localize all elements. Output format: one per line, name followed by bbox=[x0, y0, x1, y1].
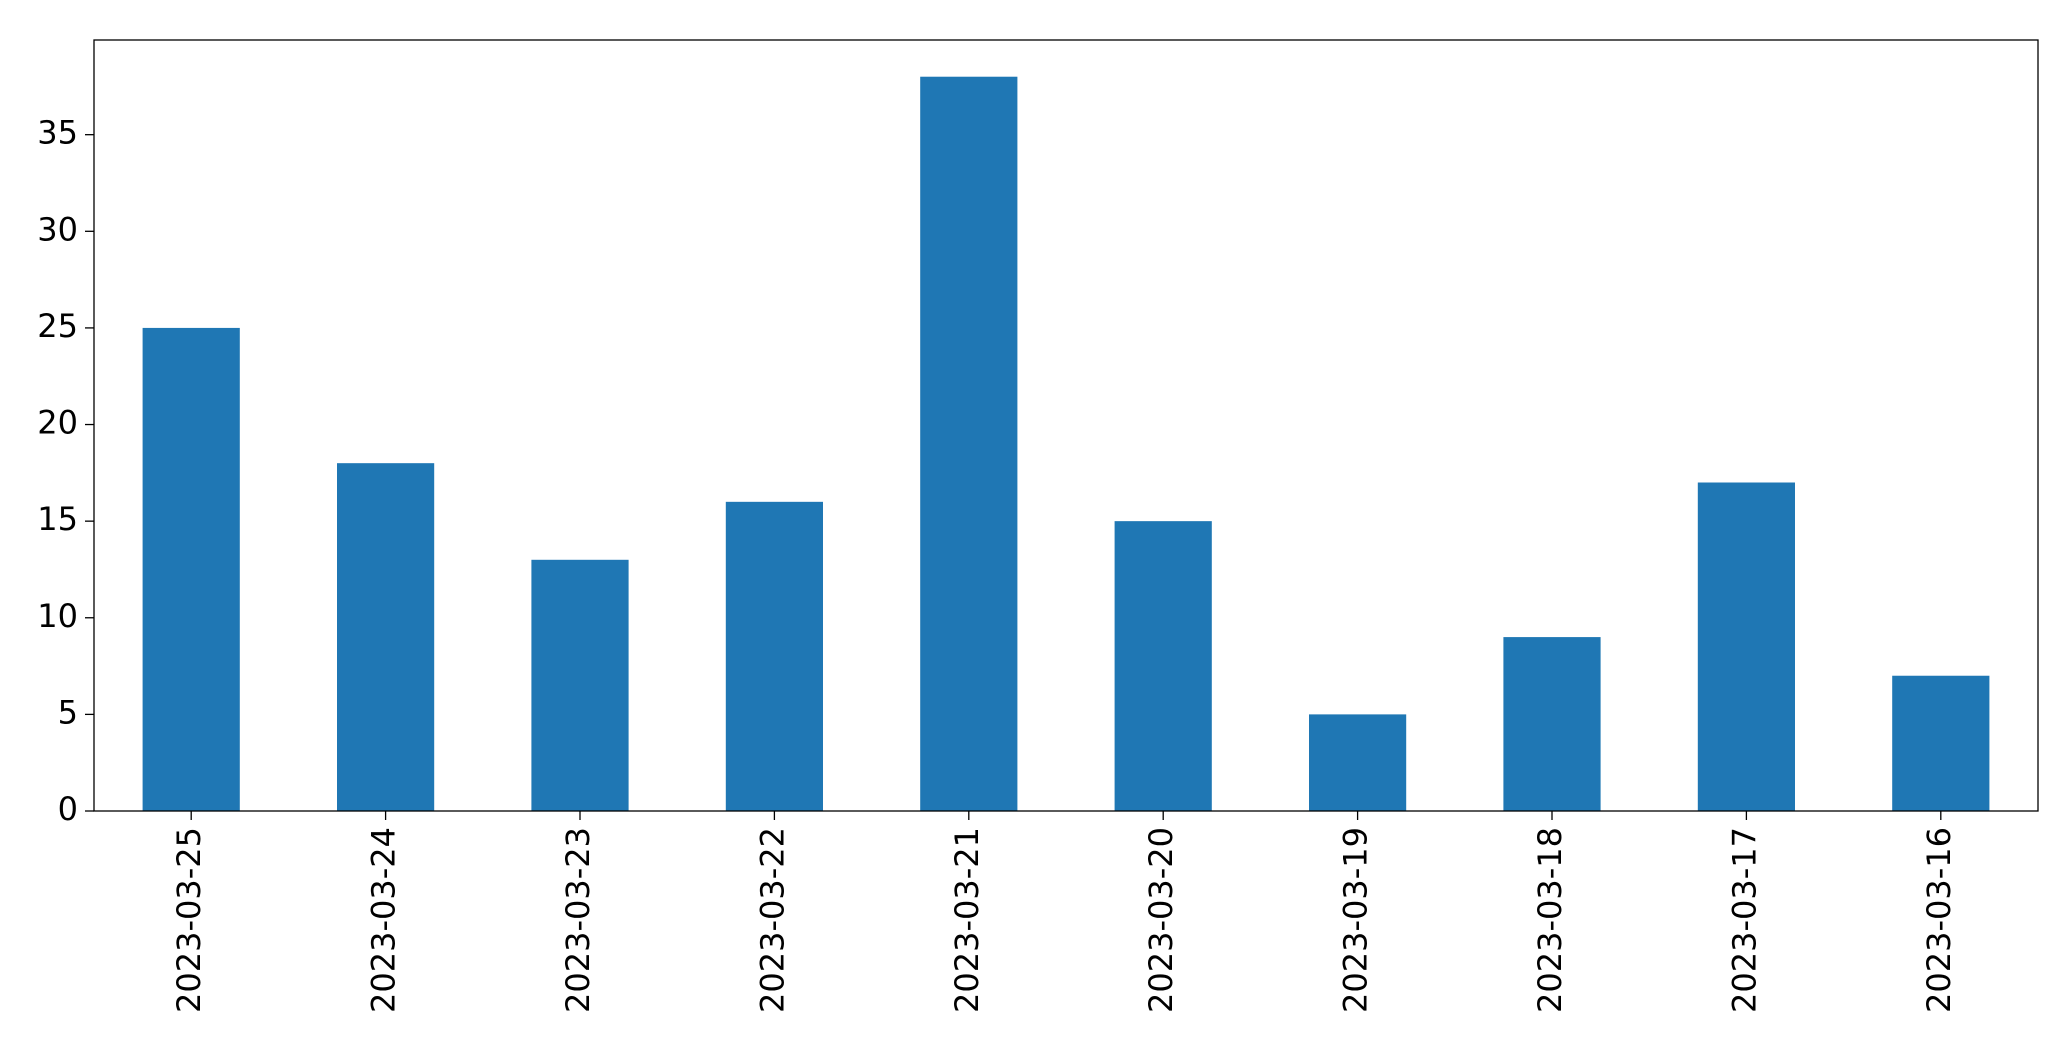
bar bbox=[1697, 482, 1795, 811]
y-tick-label: 5 bbox=[58, 693, 78, 731]
bar bbox=[1503, 637, 1601, 811]
x-tick-label: 2023-03-16 bbox=[1920, 827, 1958, 1013]
y-tick-label: 0 bbox=[58, 790, 78, 828]
bar bbox=[337, 463, 435, 811]
x-tick-label: 2023-03-21 bbox=[948, 827, 986, 1013]
bar bbox=[725, 501, 823, 811]
y-tick-label: 15 bbox=[37, 500, 78, 538]
y-tick-label: 30 bbox=[37, 210, 78, 248]
plot-frame bbox=[93, 39, 2039, 812]
x-tick-label: 2023-03-22 bbox=[753, 827, 791, 1013]
bar bbox=[1114, 521, 1212, 811]
y-tick-label: 35 bbox=[37, 114, 78, 152]
y-tick-label: 25 bbox=[37, 307, 78, 345]
x-tick-label: 2023-03-17 bbox=[1725, 827, 1763, 1013]
bar bbox=[142, 327, 240, 811]
y-tick-label: 20 bbox=[37, 404, 78, 442]
x-tick-label: 2023-03-19 bbox=[1337, 827, 1375, 1013]
x-tick-label: 2023-03-18 bbox=[1531, 827, 1569, 1013]
x-tick-label: 2023-03-23 bbox=[559, 827, 597, 1013]
y-tick-label: 10 bbox=[37, 597, 78, 635]
bar bbox=[531, 559, 629, 811]
x-tick-label: 2023-03-24 bbox=[365, 827, 403, 1013]
bar bbox=[1892, 675, 1990, 811]
x-tick-label: 2023-03-20 bbox=[1142, 827, 1180, 1013]
bar bbox=[1309, 714, 1407, 811]
bar bbox=[920, 76, 1018, 811]
x-tick-label: 2023-03-25 bbox=[170, 827, 208, 1013]
